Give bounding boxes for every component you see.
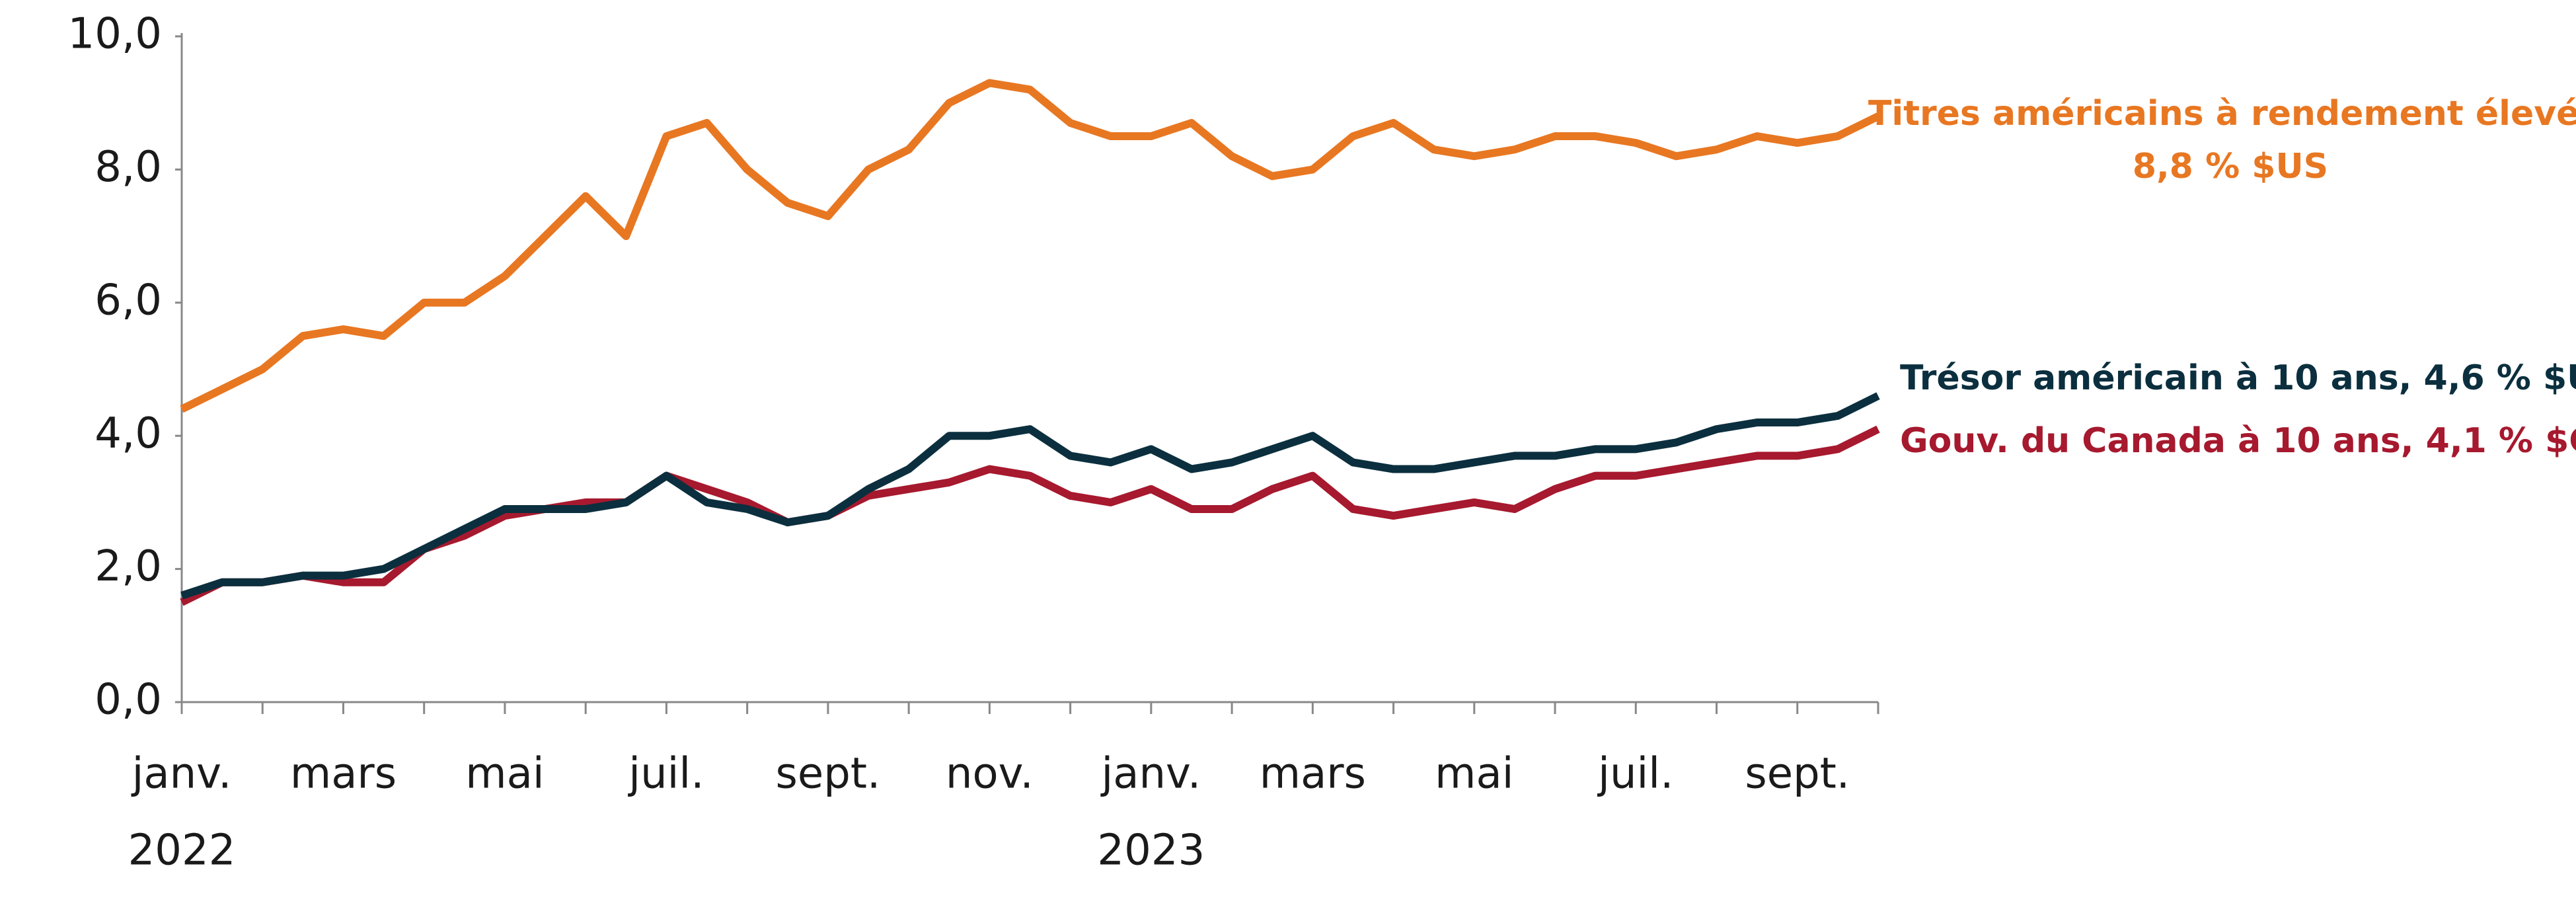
legend-name: Gouv. du Canada à 10 ans, <box>1900 421 2414 461</box>
series-line <box>180 392 1880 600</box>
legend-label: Trésor américain à 10 ans, 4,6 % $US <box>1900 358 2576 398</box>
x-tick-label: mai <box>1435 750 1513 799</box>
x-tick-label: mai <box>465 750 544 799</box>
x-tick-label: sept. <box>1745 750 1850 799</box>
year-label: 2022 <box>128 826 236 875</box>
legend-name: Trésor américain à 10 ans, <box>1900 358 2411 398</box>
legend-value: 8,8 % $US <box>2133 147 2328 186</box>
y-tick-label: 4,0 <box>95 409 162 458</box>
x-tick-label: mars <box>290 750 397 799</box>
x-tick-label: janv. <box>1100 750 1201 799</box>
x-tick-label: janv. <box>131 750 232 799</box>
y-tick-label: 8,0 <box>95 143 162 192</box>
x-tick-label: mars <box>1260 750 1366 799</box>
y-tick-label: 10,0 <box>68 10 163 59</box>
legend-value: 4,6 % $US <box>2411 358 2576 398</box>
legend-label: Titres américains à rendement élevé, <box>1868 94 2576 134</box>
x-tick-label: nov. <box>946 750 1034 799</box>
legend-label: Gouv. du Canada à 10 ans, 4,1 % $CDN <box>1900 421 2576 461</box>
y-tick-label: 2,0 <box>95 542 162 591</box>
year-label: 2023 <box>1097 826 1205 875</box>
y-tick-label: 6,0 <box>95 276 162 325</box>
series-line <box>180 79 1880 413</box>
series-line <box>180 425 1880 606</box>
x-tick-label: juil. <box>627 750 704 799</box>
legend-value: 4,1 % $CDN <box>2414 421 2576 461</box>
x-tick-label: sept. <box>776 750 881 799</box>
y-tick-label: 0,0 <box>95 676 162 725</box>
x-tick-label: juil. <box>1597 750 1673 799</box>
